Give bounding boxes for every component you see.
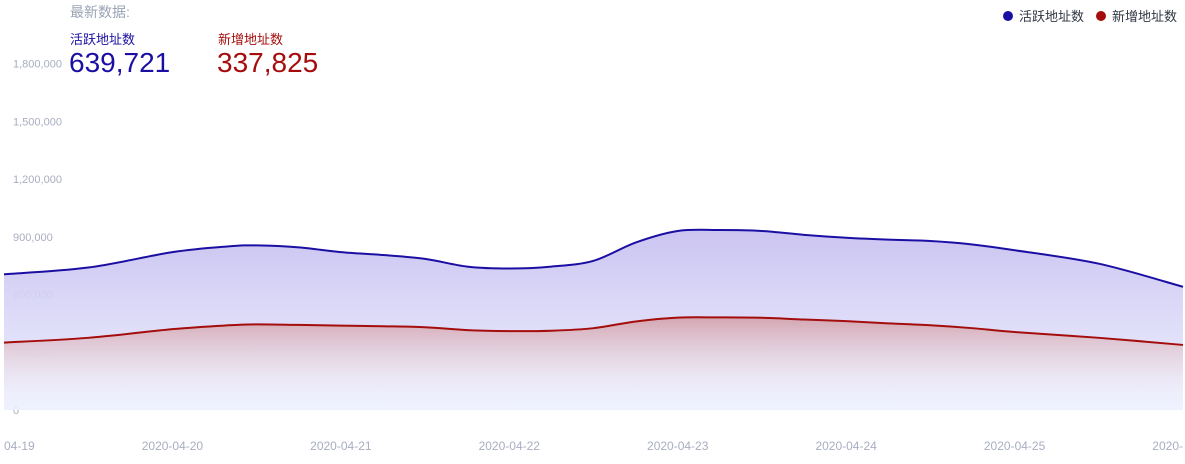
legend-label-active: 活跃地址数 — [1018, 9, 1084, 24]
latest-data-title: 最新数据: — [70, 4, 130, 20]
legend: 活跃地址数 新增地址数 — [1002, 6, 1177, 25]
x-tick-label-5: 2020-04-24 — [815, 439, 877, 453]
x-tick-label-2: 2020-04-21 — [310, 439, 372, 453]
metric-value-new: 337,825 — [217, 47, 319, 78]
x-tick-label-3: 2020-04-22 — [479, 439, 541, 453]
x-tick-label-1: 2020-04-20 — [142, 439, 204, 453]
legend-item-active[interactable]: 活跃地址数 — [1002, 6, 1084, 25]
x-tick-label-0: 04-19 — [4, 439, 35, 453]
new-area — [4, 317, 1183, 410]
legend-dot-active — [1002, 10, 1013, 21]
legend-label-new: 新增地址数 — [1111, 9, 1177, 24]
legend-dot-new — [1095, 10, 1106, 21]
y-tick-label-4: 1,200,000 — [13, 174, 62, 186]
metric-label-active: 活跃地址数 — [70, 32, 136, 47]
legend-item-new[interactable]: 新增地址数 — [1095, 6, 1177, 25]
y-tick-label-6: 1,800,000 — [13, 59, 62, 71]
x-tick-label-7: 2020- — [1152, 439, 1183, 453]
y-tick-label-5: 1,500,000 — [13, 116, 62, 128]
x-tick-label-6: 2020-04-25 — [984, 439, 1046, 453]
metric-value-active: 639,721 — [69, 47, 171, 78]
active-line — [3, 228, 1184, 288]
x-tick-label-4: 2020-04-23 — [647, 439, 709, 453]
new-line — [3, 316, 1184, 346]
y-tick-label-0: 0 — [13, 405, 19, 417]
metric-label-new: 新增地址数 — [218, 32, 284, 47]
y-tick-label-3: 900,000 — [13, 232, 53, 244]
